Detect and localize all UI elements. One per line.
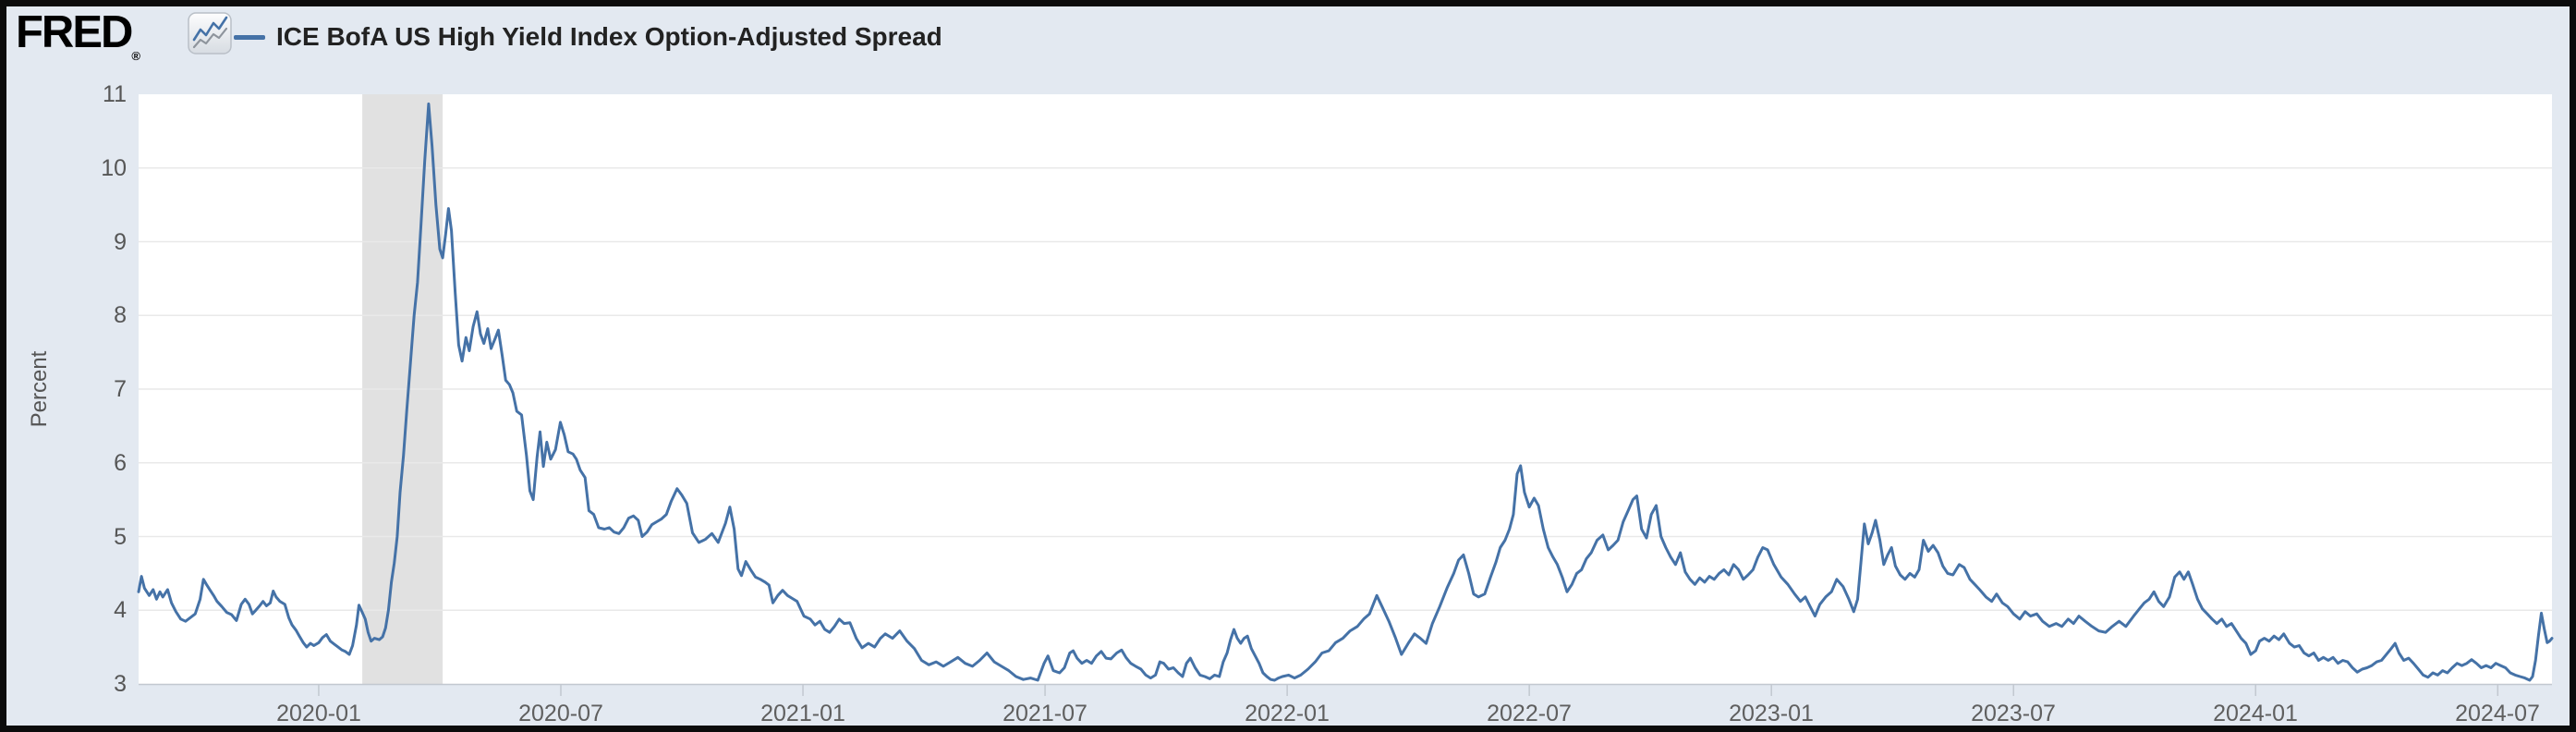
y-tick-label: 10 [101,155,127,181]
x-tick-label: 2022-01 [1245,701,1330,726]
legend-series-label: ICE BofA US High Yield Index Option-Adju… [276,22,942,51]
x-tick-label: 2021-07 [1002,701,1088,726]
x-tick-label: 2021-01 [760,701,845,726]
x-tick-label: 2020-01 [276,701,361,726]
y-tick-label: 6 [114,450,127,476]
registered-trademark: ® [131,49,140,63]
fred-logo-text: FRED [16,7,133,57]
chart-canvas [137,94,2554,696]
line-chart-icon [188,12,232,55]
fred-logo[interactable]: FRED® [16,8,140,80]
y-tick-label: 8 [114,302,127,328]
y-tick-label: 5 [114,524,127,550]
y-tick-label: 4 [114,597,127,623]
x-tick-label: 2023-01 [1729,701,1814,726]
legend-item: ICE BofA US High Yield Index Option-Adju… [234,19,942,55]
y-tick-label: 9 [114,229,127,255]
y-tick-label: 7 [114,376,127,402]
x-tick-label: 2024-01 [2213,701,2298,726]
x-tick-label: 2024-07 [2455,701,2540,726]
y-tick-label: 3 [114,671,127,697]
legend-line-swatch [234,34,265,40]
x-tick-label: 2022-07 [1487,701,1572,726]
series-line [137,102,2554,682]
x-tick-label: 2023-07 [1971,701,2056,726]
y-tick-label: 11 [103,81,127,107]
x-tick-label: 2020-07 [518,701,603,726]
